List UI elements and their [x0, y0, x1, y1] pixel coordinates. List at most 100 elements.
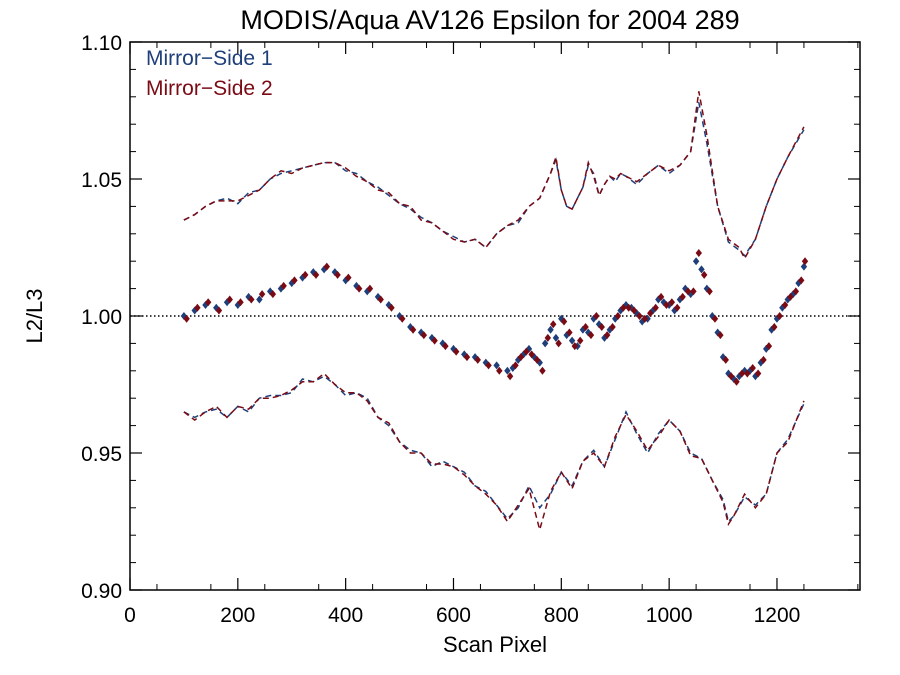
data-point-mirror-side-2 [625, 303, 632, 312]
x-tick-label: 400 [328, 604, 363, 627]
data-point-mirror-side-2 [323, 262, 330, 271]
data-point-mirror-side-1 [612, 314, 619, 323]
data-point-mirror-side-2 [291, 276, 298, 285]
data-point-mirror-side-2 [760, 355, 767, 364]
data-point-mirror-side-1 [698, 265, 705, 274]
data-point-mirror-side-2 [792, 287, 800, 296]
data-point-mirror-side-2 [302, 270, 309, 279]
data-point-mirror-side-2 [722, 355, 729, 364]
data-point-mirror-side-2 [695, 248, 702, 257]
data-point-mirror-side-2 [355, 284, 363, 293]
data-point-mirror-side-2 [744, 369, 751, 378]
data-point-mirror-side-2 [727, 372, 735, 381]
data-point-mirror-side-2 [787, 292, 794, 301]
data-point-mirror-side-2 [630, 306, 638, 315]
data-point-mirror-side-2 [258, 290, 266, 299]
data-point-mirror-side-2 [345, 273, 352, 282]
envelope-line-4 [183, 375, 805, 523]
data-point-mirror-side-1 [671, 306, 678, 315]
y-tick-label: 0.90 [81, 580, 122, 603]
data-point-mirror-side-2 [663, 301, 670, 310]
data-point-mirror-side-2 [550, 320, 557, 329]
data-point-mirror-side-1 [504, 366, 511, 375]
data-point-mirror-side-2 [647, 309, 654, 318]
data-point-mirror-side-2 [781, 301, 789, 310]
data-point-mirror-side-2 [183, 314, 190, 323]
data-point-mirror-side-2 [452, 347, 460, 356]
data-point-mirror-side-2 [620, 303, 627, 312]
envelope-line-3 [183, 91, 805, 261]
data-point-mirror-side-1 [541, 339, 549, 348]
data-point-mirror-side-1 [552, 333, 560, 342]
data-point-mirror-side-2 [334, 270, 341, 279]
data-point-mirror-side-2 [598, 322, 605, 331]
data-point-mirror-side-1 [709, 312, 716, 320]
data-point-mirror-side-2 [420, 331, 428, 340]
data-point-mirror-side-2 [528, 350, 535, 359]
data-point-mirror-side-1 [682, 284, 689, 293]
data-point-mirror-side-2 [366, 284, 374, 293]
data-point-mirror-side-2 [248, 295, 255, 304]
x-tick-label: 800 [544, 604, 579, 627]
legend-entry-mirror-side-1: Mirror−Side 1 [146, 47, 273, 70]
data-point-mirror-side-1 [547, 325, 554, 334]
data-point-mirror-side-2 [603, 331, 611, 340]
data-point-mirror-side-2 [377, 295, 384, 304]
x-tick-label: 200 [220, 604, 255, 627]
data-point-mirror-side-2 [474, 355, 481, 364]
data-point-mirror-side-2 [312, 270, 320, 279]
data-point-mirror-side-1 [741, 366, 748, 375]
tick-marks [129, 41, 860, 591]
y-tick-label: 1.00 [81, 306, 122, 329]
tick-labels: 0 200 400 600 800 1000 1200 0.90 0.95 1.00 1.05 1.1… [81, 32, 800, 627]
envelope-line-2 [183, 102, 805, 257]
data-points [180, 248, 809, 386]
y-tick-label: 1.10 [81, 32, 122, 55]
data-point-mirror-side-2 [614, 312, 622, 320]
data-point-mirror-side-2 [754, 369, 762, 378]
data-point-mirror-side-2 [684, 287, 692, 296]
data-point-mirror-side-1 [725, 369, 732, 378]
y-axis-label: L2/L3 [22, 288, 47, 343]
data-point-mirror-side-2 [539, 366, 546, 375]
data-point-mirror-side-2 [679, 292, 686, 301]
data-point-mirror-side-1 [558, 314, 565, 323]
data-point-mirror-side-2 [733, 377, 740, 386]
data-point-mirror-side-2 [388, 303, 395, 312]
data-point-mirror-side-2 [215, 306, 223, 315]
x-axis-label: Scan Pixel [443, 632, 547, 657]
data-point-mirror-side-1 [493, 361, 500, 370]
data-point-mirror-side-2 [587, 331, 595, 340]
data-point-mirror-side-2 [801, 257, 809, 266]
data-point-mirror-side-2 [668, 298, 676, 307]
data-point-mirror-side-1 [256, 295, 263, 304]
data-point-mirror-side-2 [657, 292, 665, 301]
data-point-mirror-side-2 [771, 322, 778, 331]
data-point-mirror-side-2 [226, 295, 233, 304]
data-point-mirror-side-2 [636, 312, 643, 320]
data-point-mirror-side-1 [585, 328, 592, 337]
data-point-mirror-side-1 [595, 320, 603, 329]
y-tick-label: 0.95 [81, 443, 122, 466]
data-point-mirror-side-2 [711, 314, 719, 323]
data-point-mirror-side-2 [485, 361, 492, 370]
x-tick-label: 1000 [646, 604, 693, 627]
data-point-mirror-side-2 [544, 333, 552, 342]
x-tick-label: 0 [124, 604, 136, 627]
data-point-mirror-side-2 [506, 372, 514, 381]
data-point-mirror-side-2 [560, 317, 568, 326]
data-point-mirror-side-1 [795, 279, 802, 288]
data-point-mirror-side-2 [496, 366, 503, 375]
data-point-mirror-side-1 [757, 358, 764, 367]
data-point-mirror-side-2 [237, 298, 244, 307]
data-point-mirror-side-1 [568, 336, 576, 345]
data-point-mirror-side-2 [652, 303, 659, 312]
data-point-mirror-side-2 [749, 364, 756, 373]
data-point-mirror-side-2 [555, 339, 562, 348]
x-tick-label: 1200 [754, 604, 801, 627]
data-point-mirror-side-2 [409, 325, 417, 334]
y-tick-label: 1.05 [81, 169, 122, 192]
data-point-mirror-side-2 [442, 342, 449, 351]
x-tick-label: 600 [436, 604, 471, 627]
